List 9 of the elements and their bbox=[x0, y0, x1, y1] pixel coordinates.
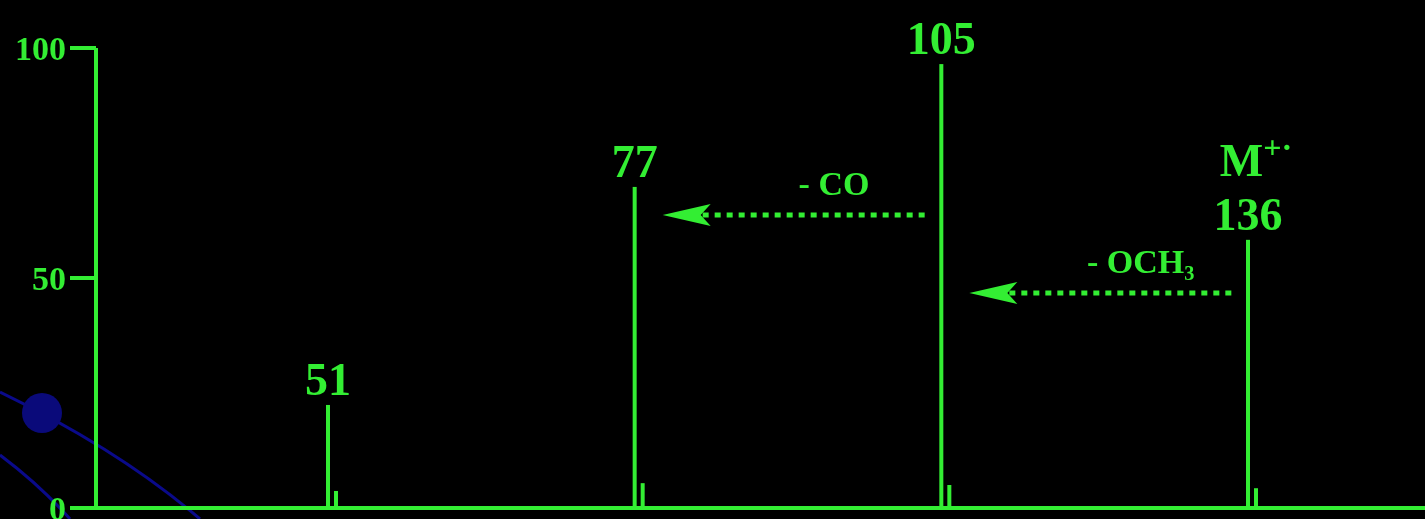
x-tick-label: 51 bbox=[305, 353, 351, 405]
annotation: - OCH₃ bbox=[1086, 243, 1195, 280]
x-tick-label: 77 bbox=[611, 135, 658, 187]
annotation: - CO bbox=[798, 165, 870, 202]
annotation: M$^{+·}$ bbox=[1219, 128, 1293, 186]
x-tick-label: 136 bbox=[1213, 188, 1283, 240]
x-tick-label: 105 bbox=[906, 13, 976, 65]
y-tick-label: 50 bbox=[32, 259, 66, 297]
y-tick-label: 100 bbox=[15, 29, 66, 67]
